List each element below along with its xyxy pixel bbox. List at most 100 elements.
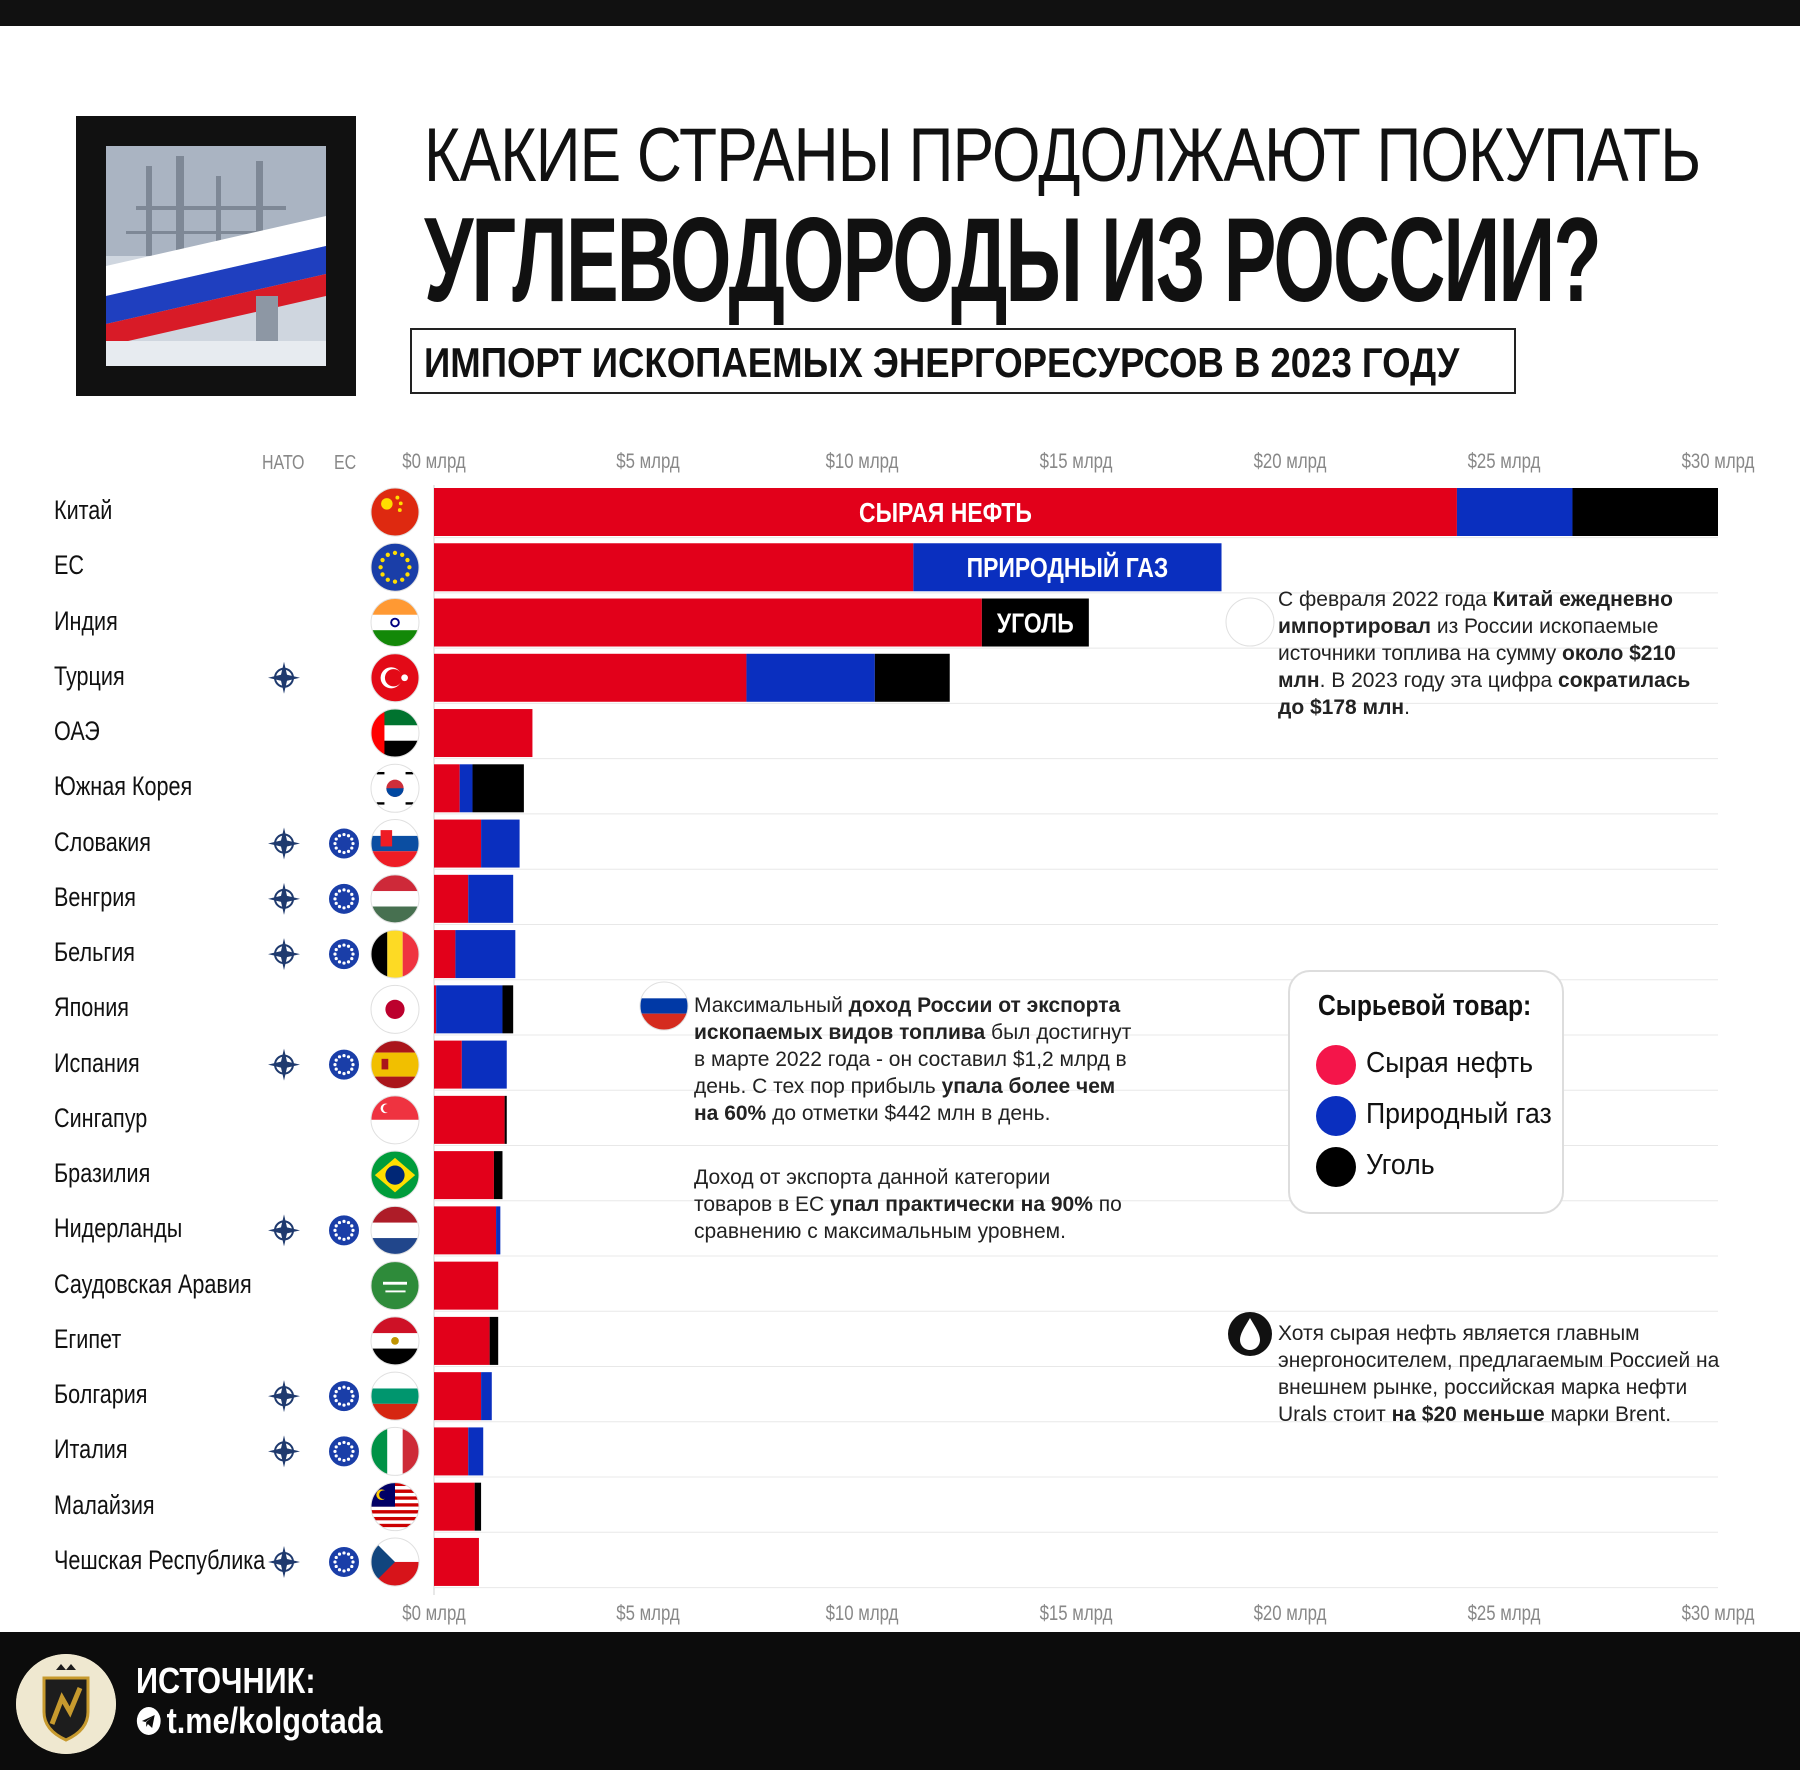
bar-coal <box>874 653 950 702</box>
bar-coal <box>504 1095 507 1144</box>
nato-icon <box>268 1048 300 1081</box>
bar-coal <box>502 985 514 1034</box>
egypt-flag <box>371 1316 419 1365</box>
bar-oil <box>434 1316 490 1365</box>
segment-label-gas: ПРИРОДНЫЙ ГАЗ <box>967 551 1169 584</box>
title-line-2: УГЛЕВОДОРОДЫ ИЗ РОССИИ? <box>424 193 1602 327</box>
bar-gas <box>468 1427 484 1476</box>
china-annotation: С февраля 2022 года Китай ежедневно импо… <box>1278 586 1698 721</box>
tick-label-top: $25 млрд <box>1467 450 1541 473</box>
india-flag <box>371 598 419 647</box>
legend-swatch <box>1316 1147 1356 1187</box>
nato-icon <box>268 938 300 971</box>
japan-flag <box>371 985 419 1034</box>
bar-coal <box>981 598 1089 647</box>
legend-title: Сырьевой товар: <box>1318 990 1532 1022</box>
tick-label-bottom: $15 млрд <box>1039 1602 1113 1625</box>
legend-swatch <box>1316 1045 1356 1085</box>
country-label: Нидерланды <box>54 1213 183 1244</box>
eu-icon <box>329 1436 359 1467</box>
bar-gas <box>455 930 516 979</box>
bar-coal <box>472 764 524 813</box>
bar-oil <box>434 1482 475 1531</box>
bar-gas <box>496 1206 501 1255</box>
nato-icon <box>268 661 300 694</box>
footer <box>0 1632 1800 1770</box>
country-label: Венгрия <box>54 881 137 912</box>
bar-oil <box>434 1095 505 1144</box>
eu-icon <box>329 1381 359 1412</box>
annotation-text-part: Хотя сырая нефть является главным энерго… <box>1278 1322 1720 1426</box>
annotation-text-part: . <box>1404 696 1410 719</box>
eu-annotation: Доход от экспорта данной категории товар… <box>694 1164 1124 1245</box>
russia-annotation: Максимальный доход России от экспорта ис… <box>694 992 1134 1127</box>
bar-oil <box>434 653 747 702</box>
telegram-icon <box>136 1707 161 1735</box>
annotation-text-part: был достигнут в марте 2022 года - он сос… <box>694 1021 1132 1098</box>
bar-gas <box>481 819 520 868</box>
tick-label-top: $15 млрд <box>1039 450 1113 473</box>
bar-oil <box>434 1151 494 1200</box>
country-label: Египет <box>54 1323 122 1354</box>
russia-flag <box>640 982 688 1030</box>
bar-oil <box>434 1261 499 1310</box>
bar-gas <box>461 1040 507 1089</box>
bar-gas <box>746 653 875 702</box>
country-label: Испания <box>54 1047 140 1078</box>
country-label: Япония <box>54 992 129 1023</box>
eu-column-header: ЕС <box>334 452 357 474</box>
eu-icon <box>329 828 359 859</box>
tick-label-bottom: $5 млрд <box>616 1602 680 1625</box>
tick-label-top: $10 млрд <box>825 450 899 473</box>
legend-label: Природный газ <box>1366 1098 1552 1130</box>
source-link[interactable]: t.me/kolgotada <box>136 1700 383 1742</box>
eu-icon <box>329 939 359 970</box>
annotation-text-part: марки Brent. <box>1544 1403 1672 1426</box>
malaysia-flag <box>371 1482 419 1531</box>
top-bar <box>0 0 1800 26</box>
bar-oil <box>434 764 460 813</box>
country-label: Бразилия <box>54 1158 151 1189</box>
italy-flag <box>371 1427 419 1476</box>
bar-coal <box>489 1316 499 1365</box>
bar-gas <box>481 1372 492 1421</box>
annotation-text-part: сократилась до $178 млн <box>1278 669 1691 719</box>
channel-logo <box>16 1654 116 1754</box>
annotation-text-part: доход России от экспорта ископаемых видо… <box>694 994 1121 1044</box>
bar-oil <box>434 709 533 758</box>
bar-coal <box>493 1151 503 1200</box>
annotation-text-part: С февраля 2022 года <box>1278 588 1493 611</box>
country-label: Бельгия <box>54 937 135 968</box>
annotation-text-part: по сравнению с максимальным уровнем. <box>694 1193 1122 1243</box>
segment-label-coal: УГОЛЬ <box>997 608 1074 639</box>
eu-icon <box>329 1049 359 1080</box>
pipeline-photo <box>106 146 326 366</box>
bar-oil <box>434 819 482 868</box>
eu-icon <box>329 1215 359 1246</box>
nato-icon <box>268 1214 300 1247</box>
china-flag <box>371 488 419 536</box>
country-label: Чешская Республика <box>54 1544 266 1575</box>
annotation-text-part: . В 2023 году эта цифра <box>1319 669 1559 692</box>
annotation-text-part: из России ископаемые источники топлива н… <box>1278 615 1659 665</box>
bar-oil <box>434 598 982 647</box>
country-label: ОАЭ <box>54 716 100 747</box>
tick-label-bottom: $0 млрд <box>402 1602 466 1625</box>
tick-label-bottom: $10 млрд <box>825 1602 899 1625</box>
source-link-text[interactable]: t.me/kolgotada <box>166 1700 383 1741</box>
eu-flag <box>371 543 419 592</box>
country-label: Саудовская Аравия <box>54 1268 252 1299</box>
oil-drop-icon <box>1228 1312 1272 1356</box>
annotation-text-part: Доход от экспорта данной категории товар… <box>694 1166 1051 1216</box>
bulgaria-flag <box>371 1372 419 1421</box>
bar-oil <box>434 488 1457 536</box>
bar-oil <box>434 1537 479 1586</box>
nato-icon <box>268 1545 300 1578</box>
tick-label-bottom: $30 млрд <box>1681 1602 1755 1625</box>
saudi-flag <box>371 1261 419 1310</box>
hungary-flag <box>371 874 419 923</box>
country-label: Сингапур <box>54 1102 148 1133</box>
header-photo-frame <box>76 116 356 396</box>
annotation-text-part: упал практически на 90% <box>830 1193 1093 1216</box>
tick-label-top: $5 млрд <box>616 450 680 473</box>
